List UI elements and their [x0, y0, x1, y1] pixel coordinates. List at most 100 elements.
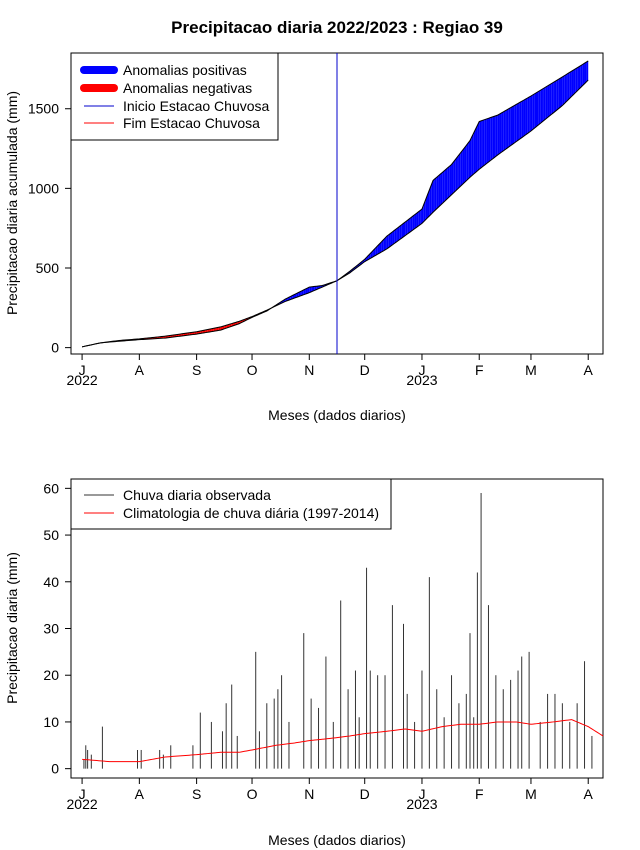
x-tick-label: A — [135, 786, 145, 802]
anomaly-segment — [532, 93, 535, 130]
anomaly-segment — [495, 115, 498, 157]
anomaly-segment — [433, 178, 435, 213]
anomaly-segment — [578, 65, 581, 90]
y-tick-label: 1000 — [28, 180, 59, 196]
anomaly-segment — [538, 90, 541, 126]
anomaly-segment — [303, 288, 306, 295]
anomaly-segment — [300, 290, 302, 297]
anomaly-segment — [298, 291, 301, 297]
anomaly-segment — [575, 67, 578, 93]
daily-x-axis-label: Meses (dados diarios) — [268, 832, 406, 848]
x-tick-label: J — [418, 362, 425, 378]
anomaly-segment — [566, 73, 568, 102]
anomaly-segment — [516, 103, 519, 142]
anomaly-segment — [377, 243, 380, 255]
y-tick-label: 1500 — [28, 101, 59, 117]
anomaly-segment — [438, 174, 441, 208]
cumulative-legend: Anomalias positivas Anomalias negativas … — [70, 52, 279, 141]
x-tick-label: M — [525, 786, 537, 802]
anomaly-segment — [471, 132, 474, 176]
anomaly-segment — [420, 209, 422, 225]
anomaly-segment — [436, 175, 439, 209]
anomaly-segment — [442, 170, 445, 204]
anomaly-segment — [457, 154, 459, 190]
anomaly-segment — [582, 63, 585, 86]
anomaly-segment — [482, 119, 485, 167]
anomaly-segment — [410, 216, 413, 232]
y-tick-label: 50 — [43, 527, 59, 543]
x-tick-label: D — [360, 786, 370, 802]
anomaly-segment — [512, 105, 515, 145]
anomaly-segment — [554, 80, 557, 112]
daily-chart: 0 10 20 30 40 50 60 J A S O N D J F M A 2022 2023 Meses (… — [4, 478, 604, 848]
anomaly-segment — [542, 88, 544, 123]
x-tick-label: A — [135, 362, 145, 378]
anomaly-segment — [481, 120, 483, 168]
anomaly-segment — [521, 100, 524, 138]
anomaly-segment — [569, 71, 572, 99]
anomaly-segment — [218, 326, 221, 331]
anomaly-segment — [462, 147, 465, 185]
anomaly-segment — [530, 94, 533, 132]
anomaly-segment — [577, 66, 579, 91]
anomaly-segment — [375, 245, 378, 256]
anomaly-segment — [307, 287, 310, 294]
anomaly-segment — [571, 70, 574, 97]
anomaly-segment — [215, 327, 217, 332]
anomaly-segment — [499, 112, 502, 154]
anomaly-segment — [449, 164, 452, 197]
anomaly-segment — [412, 214, 415, 231]
anomaly-segment — [440, 172, 443, 206]
x-tick-label: D — [360, 362, 370, 378]
cumulative-y-axis-label: Precipitacao diaria acumulada (mm) — [4, 91, 20, 315]
year-label: 2023 — [406, 796, 437, 812]
chart-title: Precipitacao diaria 2022/2023 : Regiao 3… — [171, 18, 503, 37]
anomaly-segment — [211, 328, 214, 332]
anomaly-segment — [492, 116, 495, 160]
cumulative-x-ticks: J A S O N D J F M A 2022 2023 — [67, 354, 594, 388]
anomaly-segment — [403, 221, 406, 237]
anomaly-segment — [409, 217, 411, 233]
x-tick-label: O — [247, 362, 258, 378]
anomaly-segment — [405, 220, 408, 236]
cumulative-y-ticks: 0 500 1000 1500 — [28, 101, 71, 356]
anomaly-segment — [470, 136, 472, 178]
anomaly-segment — [434, 177, 437, 211]
y-tick-label: 40 — [43, 574, 59, 590]
anomaly-segment — [429, 185, 432, 216]
anomaly-segment — [216, 327, 219, 331]
anomaly-segment — [383, 238, 386, 252]
legend-label-negative: Anomalias negativas — [123, 80, 252, 96]
y-tick-label: 10 — [43, 714, 59, 730]
x-tick-label: N — [304, 362, 314, 378]
anomaly-segment — [423, 199, 426, 222]
anomaly-segment — [455, 157, 458, 192]
anomaly-segment — [529, 96, 531, 133]
legend-label-positive: Anomalias positivas — [123, 62, 247, 78]
climatology-daily-line — [82, 719, 604, 763]
anomaly-segment — [209, 328, 212, 332]
anomaly-segment — [505, 109, 507, 150]
anomaly-segment — [514, 104, 517, 143]
anomaly-segment — [510, 106, 513, 146]
anomaly-segment — [564, 74, 567, 104]
anomaly-segment — [536, 91, 539, 127]
x-tick-label: F — [475, 786, 484, 802]
anomaly-segment — [444, 169, 446, 202]
anomaly-segment — [501, 111, 504, 153]
anomaly-segment — [479, 120, 482, 170]
anomaly-segment — [381, 239, 384, 253]
anomaly-segment — [525, 98, 528, 136]
anomaly-segment — [392, 230, 395, 245]
anomaly-segment — [560, 76, 563, 108]
anomaly-segment — [407, 219, 410, 235]
anomaly-segment — [460, 150, 463, 186]
anomaly-segment — [427, 189, 430, 218]
y-tick-label: 60 — [43, 480, 59, 496]
anomaly-segment — [523, 99, 526, 137]
anomaly-segment — [543, 87, 546, 121]
anomaly-segment — [551, 82, 554, 115]
anomaly-segment — [573, 68, 576, 95]
x-tick-label: F — [475, 362, 484, 378]
